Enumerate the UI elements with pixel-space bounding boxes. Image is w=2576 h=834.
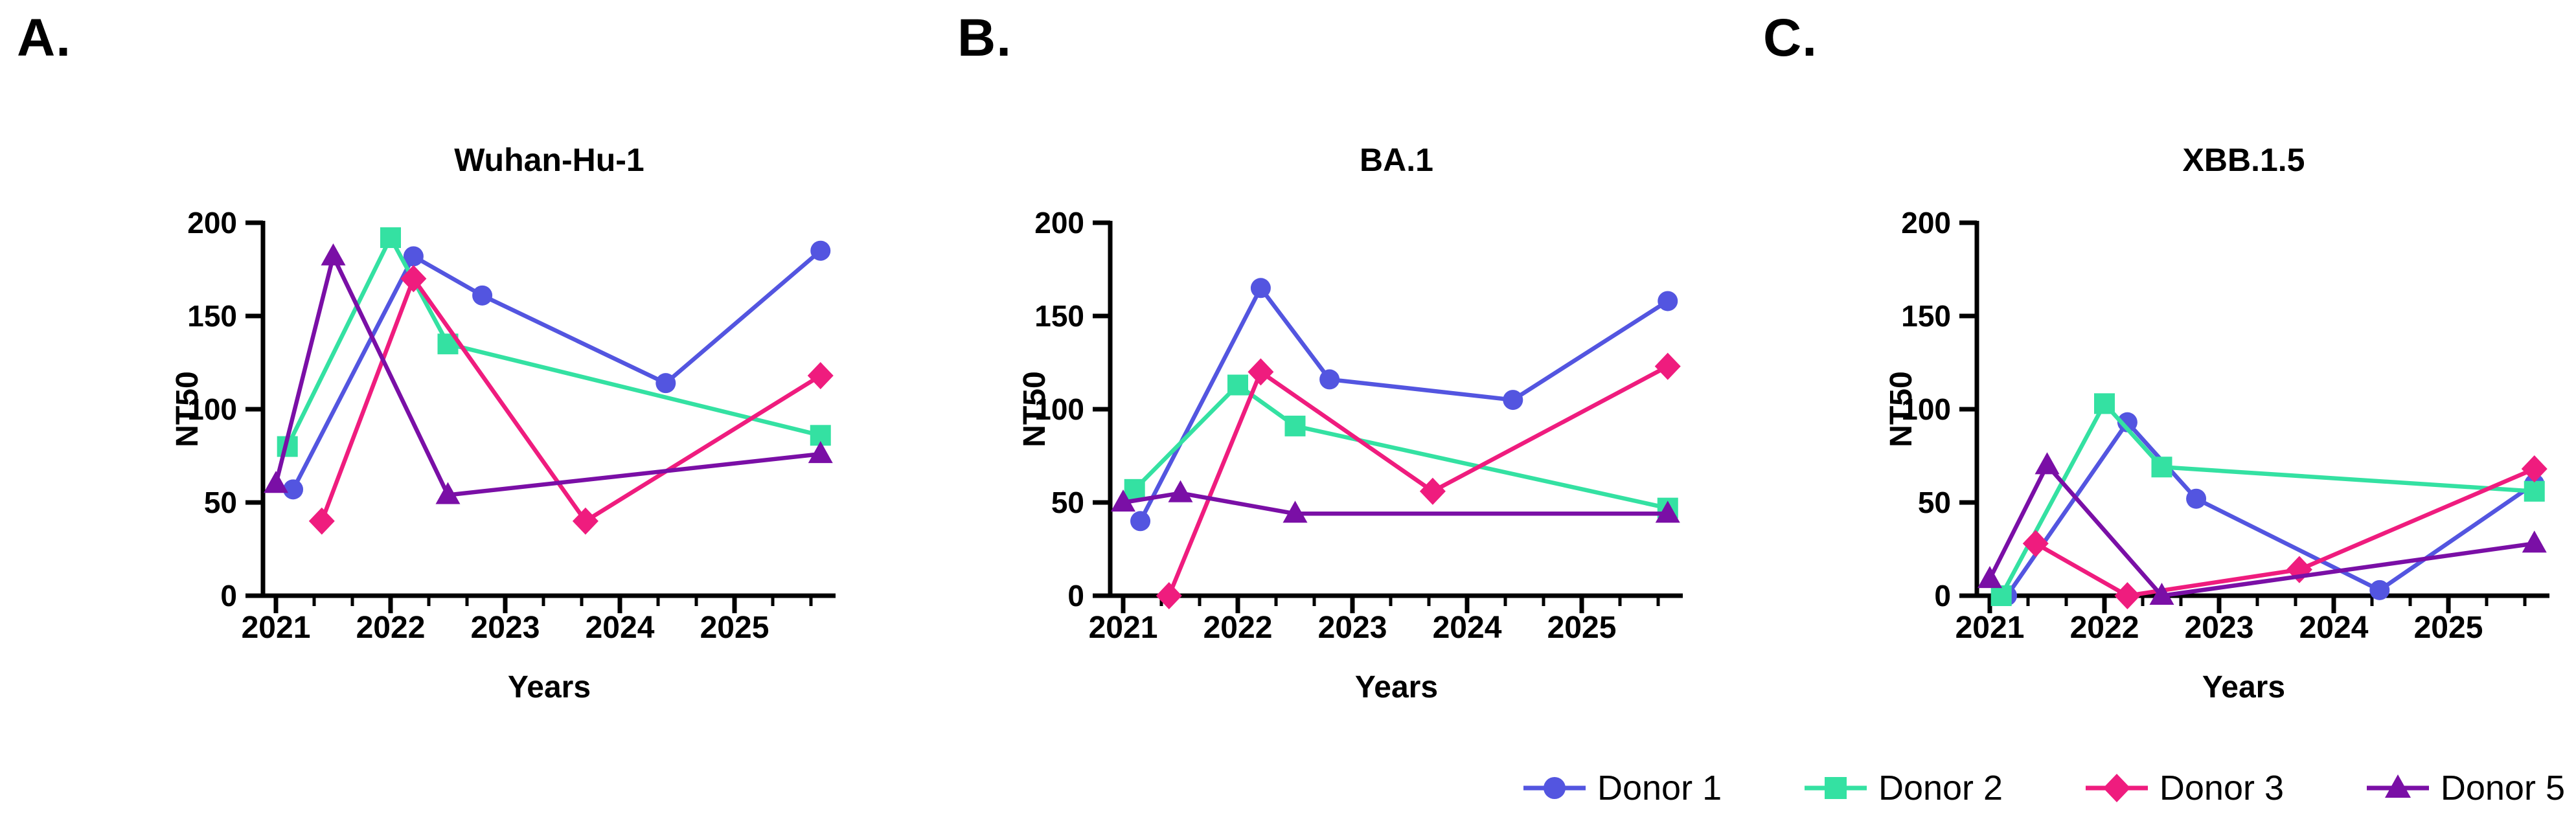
donor5-triangle-marker-icon xyxy=(2366,774,2429,798)
x-axis-label-a: Years xyxy=(507,670,591,704)
donor2-square-marker-icon xyxy=(1804,777,1867,799)
panel-letter-c: C. xyxy=(1763,8,1818,67)
legend-item-donor5: Donor 5 xyxy=(2365,767,2565,809)
svg-text:2024: 2024 xyxy=(2299,611,2369,645)
legend-item-donor1: Donor 1 xyxy=(1522,767,1722,809)
plot-panel-0: 0 50 100 150 200 2021 2022 2023 2024 2025 xyxy=(187,206,836,645)
x-axis-label-b: Years xyxy=(1354,670,1439,704)
svg-text:2021: 2021 xyxy=(242,611,311,645)
svg-text:2023: 2023 xyxy=(1318,611,1387,645)
chart-title-ba1: BA.1 xyxy=(1360,142,1433,178)
panel-letter-a: A. xyxy=(17,8,71,67)
svg-text:100: 100 xyxy=(1901,392,1951,426)
legend-item-donor3: Donor 3 xyxy=(2084,767,2284,809)
svg-text:2024: 2024 xyxy=(1433,611,1502,645)
y-axis-label-a: NT50 xyxy=(170,371,205,447)
svg-text:2022: 2022 xyxy=(1203,611,1273,645)
svg-text:2021: 2021 xyxy=(1089,611,1158,645)
y-axis-label-b: NT50 xyxy=(1018,371,1052,447)
svg-text:200: 200 xyxy=(1034,206,1084,240)
legend-item-donor2: Donor 2 xyxy=(1803,767,2003,809)
svg-text:50: 50 xyxy=(1051,486,1084,519)
chart-title-xbb: XBB.1.5 xyxy=(2182,142,2305,178)
svg-text:50: 50 xyxy=(204,486,237,519)
svg-text:2023: 2023 xyxy=(471,611,540,645)
svg-text:50: 50 xyxy=(1918,486,1951,519)
legend-label-donor5: Donor 5 xyxy=(2440,769,2565,807)
svg-text:150: 150 xyxy=(187,299,237,333)
svg-text:2024: 2024 xyxy=(586,611,655,645)
svg-text:0: 0 xyxy=(1067,579,1084,613)
svg-text:2025: 2025 xyxy=(700,611,769,645)
svg-text:0: 0 xyxy=(1934,579,1951,613)
svg-text:2025: 2025 xyxy=(2414,611,2483,645)
svg-text:2022: 2022 xyxy=(356,611,426,645)
legend-label-donor3: Donor 3 xyxy=(2159,769,2285,807)
svg-text:2021: 2021 xyxy=(1955,611,2025,645)
legend: Donor 1 Donor 2 Donor 3 Donor 5 xyxy=(1522,759,2565,817)
svg-text:2022: 2022 xyxy=(2070,611,2139,645)
plot-panel-2: 0 50 100 150 200 2021 2022 2023 2024 2025 xyxy=(1901,206,2549,645)
svg-text:100: 100 xyxy=(1034,392,1084,426)
donor3-diamond-marker-icon xyxy=(2085,774,2148,802)
legend-label-donor1: Donor 1 xyxy=(1597,769,1722,807)
donor1-circle-marker-icon xyxy=(1523,777,1586,799)
svg-text:2025: 2025 xyxy=(1547,611,1617,645)
svg-text:150: 150 xyxy=(1034,299,1084,333)
svg-text:2023: 2023 xyxy=(2185,611,2254,645)
y-axis-label-c: NT50 xyxy=(1884,371,1919,447)
panel-letter-b: B. xyxy=(957,8,1012,67)
chart-title-wuhan: Wuhan-Hu-1 xyxy=(454,142,644,178)
plot-panel-1: 0 50 100 150 200 2021 2022 2023 2024 2025 xyxy=(1034,206,1683,645)
legend-label-donor2: Donor 2 xyxy=(1878,769,2003,807)
svg-text:150: 150 xyxy=(1901,299,1951,333)
svg-text:200: 200 xyxy=(187,206,237,240)
svg-text:0: 0 xyxy=(220,579,237,613)
x-axis-label-c: Years xyxy=(2202,670,2286,704)
svg-text:200: 200 xyxy=(1901,206,1951,240)
svg-text:100: 100 xyxy=(187,392,237,426)
